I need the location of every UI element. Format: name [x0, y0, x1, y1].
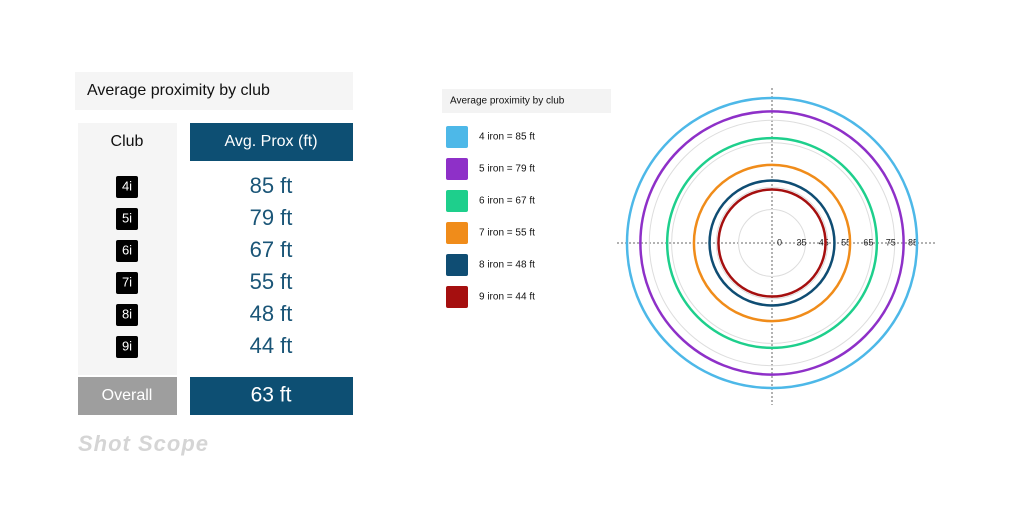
chart-title: Average proximity by club [450, 96, 565, 107]
club-badge [116, 304, 138, 326]
title-box [75, 72, 353, 110]
proximity-ring [692, 163, 852, 323]
r-tick-label: 75 [886, 237, 896, 247]
legend-swatch [446, 286, 468, 308]
prox-value: 55 ft [250, 269, 293, 294]
legend-label: 4 iron = 85 ft [479, 132, 535, 143]
r-tick-label: 55 [841, 237, 851, 247]
grid-ring [648, 119, 896, 367]
club-badge [116, 208, 138, 230]
legend-label: 7 iron = 55 ft [479, 228, 535, 239]
r-tick-label: 45 [819, 237, 829, 247]
club-label: 5i [122, 210, 132, 225]
overall-label: Overall [102, 387, 153, 404]
legend-label: 9 iron = 44 ft [479, 292, 535, 303]
grid-ring [671, 142, 873, 344]
header-box [190, 123, 353, 161]
legend-swatch [446, 158, 468, 180]
club-badge [116, 176, 138, 198]
club-label: 7i [122, 274, 132, 289]
club-label: 9i [122, 338, 132, 353]
legend-swatch [446, 254, 468, 276]
proximity-ring [665, 136, 879, 350]
r-tick-label: 85 [908, 237, 918, 247]
chart-title-box [442, 89, 611, 113]
legend-swatch [446, 222, 468, 244]
overall-value: 63 ft [251, 384, 292, 407]
overall-value-box [190, 377, 353, 415]
center-label: 0 [777, 237, 782, 247]
grid-ring [715, 186, 829, 300]
r-tick-label: 35 [796, 237, 806, 247]
legend-label: 6 iron = 67 ft [479, 196, 535, 207]
club-badge [116, 240, 138, 262]
header-club: Club [111, 133, 144, 150]
prox-value: 79 ft [250, 205, 293, 230]
club-badge [116, 272, 138, 294]
table-rows: 4i 85 ft 5i 79 ft 6i 67 ft 7i 55 ft 8i 48 ft 9i 44 … [116, 173, 292, 358]
legend-label: 8 iron = 48 ft [479, 260, 535, 271]
prox-value: 67 ft [250, 237, 293, 262]
header-prox: Avg. Prox (ft) [224, 133, 317, 150]
club-label: 6i [122, 242, 132, 257]
overall-box [78, 377, 177, 415]
club-label: 8i [122, 306, 132, 321]
logo: Shot Scope [78, 431, 209, 456]
legend-swatch [446, 190, 468, 212]
proximity-ring [717, 188, 827, 298]
grid-ring [738, 209, 806, 277]
proximity-ring [625, 96, 919, 390]
legend-swatch [446, 126, 468, 148]
club-badge [116, 336, 138, 358]
club-label: 4i [122, 178, 132, 193]
proximity-ring [639, 110, 905, 376]
panel-title: Average proximity by club [87, 82, 270, 99]
r-tick-label: 65 [863, 237, 873, 247]
prox-value: 44 ft [250, 333, 293, 358]
prox-value: 85 ft [250, 173, 293, 198]
proximity-ring [708, 179, 836, 307]
legend-label: 5 iron = 79 ft [479, 164, 535, 175]
prox-value: 48 ft [250, 301, 293, 326]
